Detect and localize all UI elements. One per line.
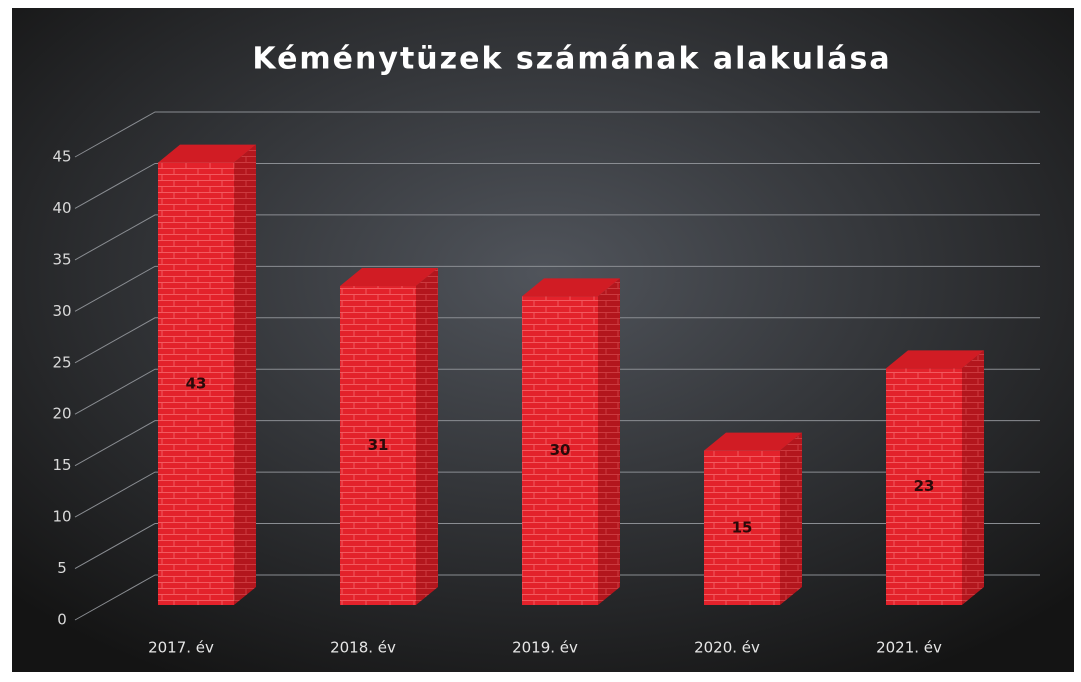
grid-line — [74, 111, 1040, 158]
data-label: 31 — [368, 436, 389, 454]
bar-top — [704, 432, 802, 451]
bar-front — [886, 368, 962, 605]
bar-front — [340, 286, 416, 605]
bar-front — [704, 450, 780, 605]
y-tick-label: 10 — [52, 508, 71, 526]
y-tick-label: 0 — [57, 611, 67, 629]
bar-side — [598, 278, 620, 605]
bar-top — [886, 350, 984, 369]
x-tick-label: 2020. év — [694, 639, 760, 657]
y-tick-label: 45 — [52, 148, 71, 166]
bar — [886, 350, 984, 605]
grid-line — [74, 368, 1040, 415]
x-tick-label: 2021. év — [876, 639, 942, 657]
y-tick-label: 15 — [52, 456, 71, 474]
grid-line — [74, 420, 1040, 467]
x-tick-label: 2017. év — [148, 639, 214, 657]
bar — [340, 268, 438, 605]
y-tick-label: 35 — [52, 250, 71, 268]
bar-top — [340, 268, 438, 287]
bar-side — [234, 144, 256, 606]
data-label: 15 — [732, 518, 753, 536]
y-tick-label: 40 — [52, 199, 71, 217]
bar-front — [522, 296, 598, 605]
bar — [158, 144, 256, 606]
bar-side — [416, 268, 438, 605]
bar — [704, 432, 802, 605]
x-tick-label: 2018. év — [330, 639, 396, 657]
chart-title: Kéménytüzek számának alakulása — [252, 42, 891, 77]
bar — [522, 278, 620, 605]
data-label: 23 — [914, 477, 935, 495]
grid-line — [74, 214, 1040, 261]
grid-line — [74, 317, 1040, 364]
bar-top — [522, 278, 620, 297]
y-tick-label: 30 — [52, 302, 71, 320]
grid-line — [74, 162, 1040, 209]
grid-line — [74, 265, 1040, 312]
y-tick-label: 5 — [57, 559, 67, 577]
y-tick-label: 20 — [52, 405, 71, 423]
data-label: 43 — [186, 374, 207, 392]
y-tick-label: 25 — [52, 353, 71, 371]
bar-top — [158, 144, 256, 163]
data-label: 30 — [550, 441, 571, 459]
x-tick-label: 2019. év — [512, 639, 578, 657]
bar-side — [780, 432, 802, 605]
bar-front — [158, 162, 234, 606]
bar-side — [962, 350, 984, 605]
